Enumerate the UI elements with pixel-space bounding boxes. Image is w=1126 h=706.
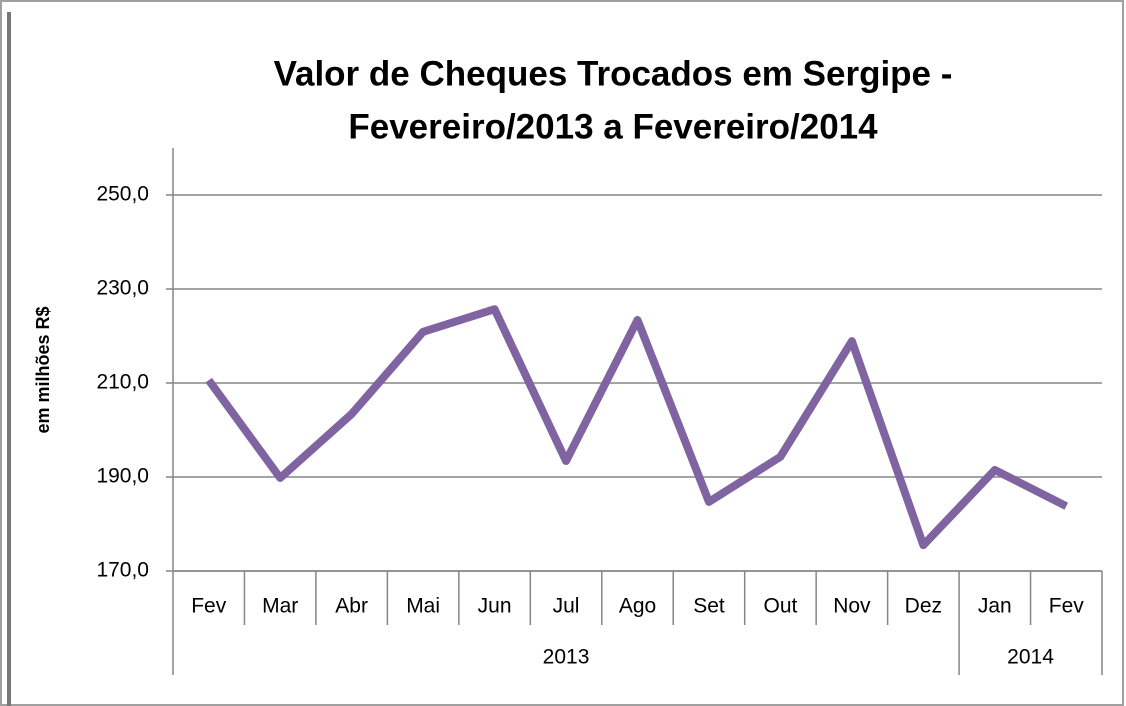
chart-title: Valor de Cheques Trocados em Sergipe - xyxy=(274,54,953,93)
x-tick-label: Abr xyxy=(335,595,368,618)
x-tick-label: Jun xyxy=(478,595,512,618)
data-line xyxy=(205,305,1069,550)
x-tick-label: Set xyxy=(693,595,725,618)
x-tick-label: Ago xyxy=(619,595,656,618)
y-tick-label: 170,0 xyxy=(96,559,149,582)
y-tick-label: 210,0 xyxy=(96,371,149,394)
y-tick-label: 250,0 xyxy=(96,183,149,206)
y-tick-label: 230,0 xyxy=(96,277,149,300)
x-tick-label: Jan xyxy=(978,595,1012,618)
x-tick-label: Jul xyxy=(553,595,580,618)
x-tick-label: Nov xyxy=(833,595,871,618)
x-tick-label: Dez xyxy=(905,595,942,618)
y-tick-label: 190,0 xyxy=(96,465,149,488)
y-axis-label: em milhões R$ xyxy=(33,306,53,433)
x-tick-label: Out xyxy=(763,595,797,618)
x-tick-label: Mar xyxy=(262,595,298,618)
x-tick-label: Fev xyxy=(191,595,227,618)
group-label: 2013 xyxy=(543,646,590,669)
x-tick-label: Fev xyxy=(1049,595,1085,618)
x-tick-label: Mai xyxy=(406,595,440,618)
group-label: 2014 xyxy=(1007,646,1054,669)
chart-title: Fevereiro/2013 a Fevereiro/2014 xyxy=(348,107,878,146)
